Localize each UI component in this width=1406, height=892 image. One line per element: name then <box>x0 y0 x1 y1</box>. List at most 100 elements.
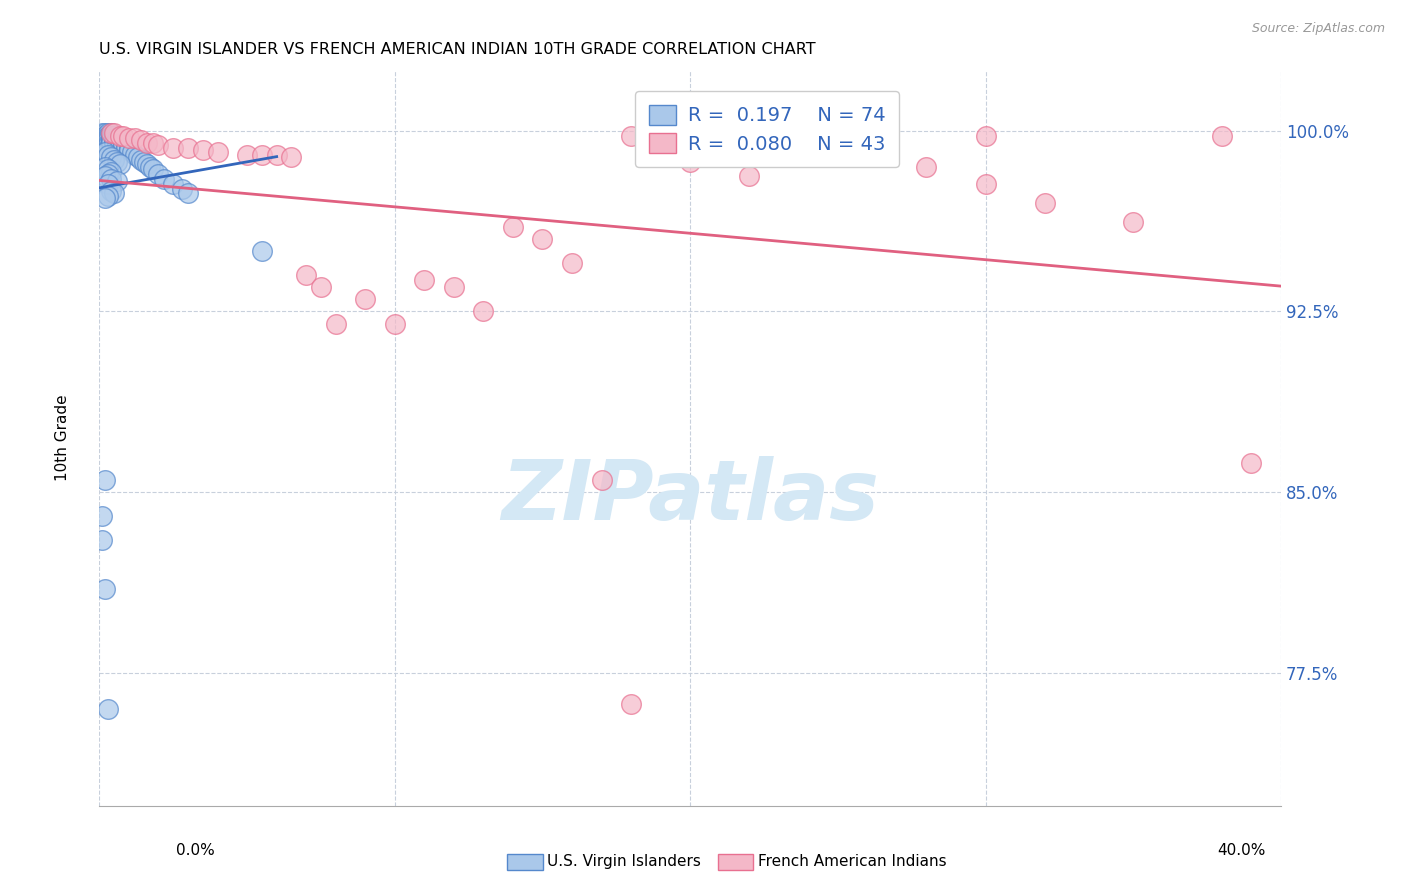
Point <box>94 133 117 147</box>
Point <box>177 140 200 154</box>
Point <box>97 126 120 140</box>
Point <box>103 131 125 145</box>
Point <box>103 186 125 201</box>
Point <box>97 131 120 145</box>
Point <box>679 155 702 169</box>
Point <box>142 136 165 150</box>
Point <box>124 148 146 162</box>
Point <box>91 533 114 548</box>
Point <box>162 140 184 154</box>
Text: 0.0%: 0.0% <box>176 843 215 858</box>
Point <box>121 145 143 160</box>
Point <box>1211 128 1233 143</box>
Point <box>91 509 114 524</box>
Point <box>108 157 131 171</box>
Point <box>129 133 152 147</box>
Point <box>108 128 131 143</box>
Point <box>94 131 117 145</box>
Point <box>118 140 141 154</box>
Text: Source: ZipAtlas.com: Source: ZipAtlas.com <box>1251 22 1385 36</box>
Point <box>103 153 125 167</box>
Point <box>100 184 122 198</box>
Point <box>135 157 157 171</box>
Point <box>97 133 120 147</box>
Point <box>266 148 288 162</box>
Point <box>105 136 128 150</box>
Point <box>531 232 554 246</box>
Point <box>153 172 176 186</box>
Text: ZIPatlas: ZIPatlas <box>502 457 879 537</box>
Point <box>94 191 117 205</box>
Point <box>94 145 117 160</box>
Point <box>129 153 152 167</box>
Point <box>91 128 114 143</box>
Point <box>100 131 122 145</box>
Point <box>127 150 149 164</box>
Text: 40.0%: 40.0% <box>1218 843 1265 858</box>
Point <box>105 133 128 147</box>
Point <box>115 138 138 153</box>
Point <box>591 473 613 487</box>
Point <box>112 136 135 150</box>
Point <box>620 128 643 143</box>
Point <box>162 177 184 191</box>
Point <box>97 128 120 143</box>
Point <box>103 133 125 147</box>
Point <box>97 177 120 191</box>
Point <box>94 169 117 184</box>
Point <box>100 136 122 150</box>
Point <box>124 131 146 145</box>
Point <box>413 273 436 287</box>
Point <box>250 244 273 259</box>
Text: U.S. Virgin Islanders: U.S. Virgin Islanders <box>547 855 700 869</box>
Point <box>94 128 117 143</box>
Text: U.S. VIRGIN ISLANDER VS FRENCH AMERICAN INDIAN 10TH GRADE CORRELATION CHART: U.S. VIRGIN ISLANDER VS FRENCH AMERICAN … <box>100 42 815 57</box>
Point <box>295 268 318 283</box>
Point <box>827 143 849 157</box>
Point <box>132 155 155 169</box>
Y-axis label: 10th Grade: 10th Grade <box>55 395 70 482</box>
Point <box>91 131 114 145</box>
Point <box>115 140 138 154</box>
Point <box>172 181 194 195</box>
Point <box>97 702 120 716</box>
Point <box>100 172 122 186</box>
Point <box>97 188 120 202</box>
Legend: R =  0.197    N = 74, R =  0.080    N = 43: R = 0.197 N = 74, R = 0.080 N = 43 <box>636 91 898 167</box>
Point <box>97 162 120 177</box>
Point <box>118 143 141 157</box>
Point <box>94 160 117 174</box>
Point <box>738 169 761 184</box>
Point <box>97 138 120 153</box>
Point <box>384 317 406 331</box>
Point <box>100 164 122 178</box>
Point <box>142 162 165 177</box>
Point <box>974 177 997 191</box>
Point <box>97 143 120 157</box>
Point <box>97 167 120 181</box>
Point <box>94 582 117 596</box>
Point <box>1122 215 1144 229</box>
Point <box>100 126 122 140</box>
Point <box>94 126 117 140</box>
Point <box>94 136 117 150</box>
Point <box>103 136 125 150</box>
Point <box>191 143 214 157</box>
Point <box>94 473 117 487</box>
Point <box>148 138 170 153</box>
Point <box>105 131 128 145</box>
Point <box>112 128 135 143</box>
Point <box>915 160 938 174</box>
Point <box>135 136 157 150</box>
Point <box>100 150 122 164</box>
Point <box>207 145 229 160</box>
Point <box>91 126 114 140</box>
Point <box>118 131 141 145</box>
Point <box>138 160 160 174</box>
Point <box>502 220 524 235</box>
Point <box>100 133 122 147</box>
Point <box>97 136 120 150</box>
Point <box>103 126 125 140</box>
Point <box>1033 196 1056 211</box>
Point <box>250 148 273 162</box>
